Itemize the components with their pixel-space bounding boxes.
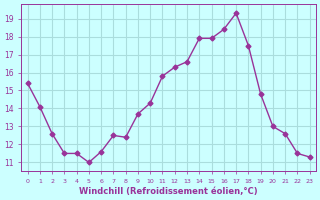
X-axis label: Windchill (Refroidissement éolien,°C): Windchill (Refroidissement éolien,°C)	[79, 187, 258, 196]
